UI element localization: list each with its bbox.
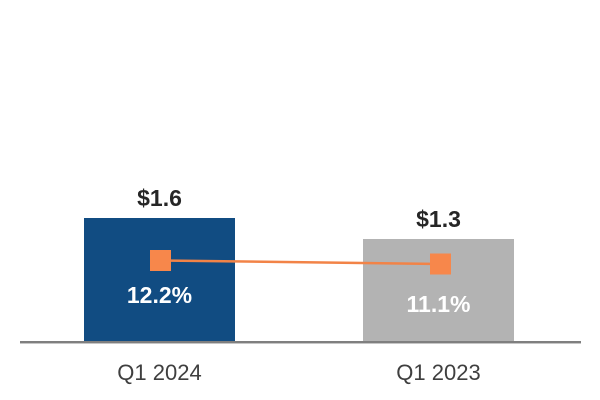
- bar-value-label-q1-2023: $1.3: [416, 206, 461, 232]
- percent-label-q1-2023: 11.1%: [406, 291, 471, 317]
- percent-label-q1-2024: 12.2%: [126, 282, 193, 308]
- bar-value-label-q1-2024: $1.6: [137, 185, 182, 211]
- bar-q1-2024: [84, 218, 235, 342]
- x-axis-label-q1-2023: Q1 2023: [396, 360, 481, 385]
- x-axis-line: [20, 341, 581, 344]
- x-axis-label-q1-2024: Q1 2024: [117, 360, 202, 385]
